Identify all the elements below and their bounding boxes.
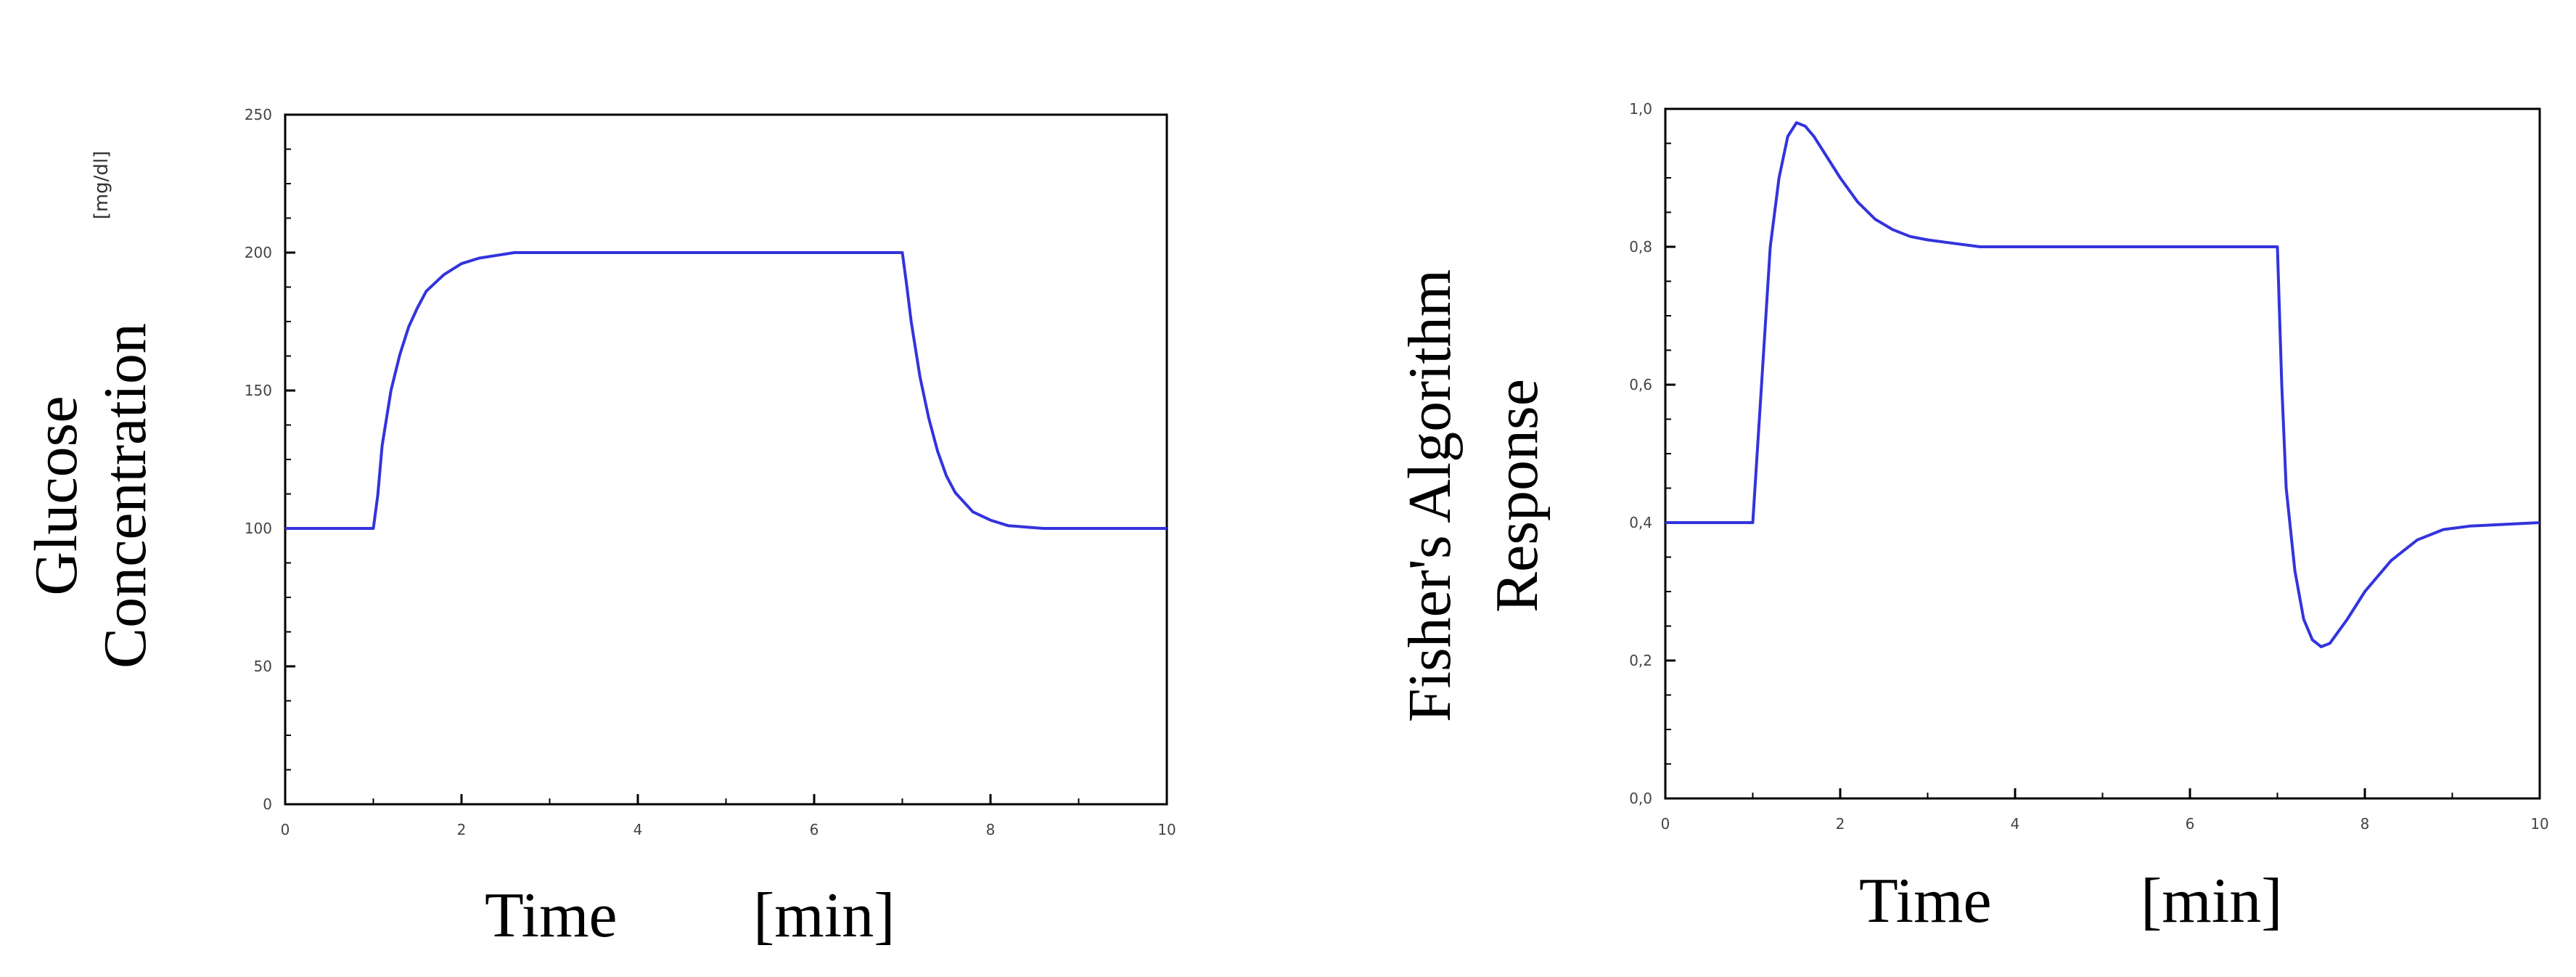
x-tick-label: 4 bbox=[633, 821, 643, 838]
y-axis-title-line1: Fisher's Algorithm bbox=[1396, 269, 1464, 722]
y-ticks: 0 50 100 150 200 250 bbox=[245, 106, 295, 813]
x-axis-title-time: Time bbox=[1859, 866, 1992, 936]
y-tick-label: 200 bbox=[245, 244, 272, 261]
y-tick-label: 0,4 bbox=[1629, 514, 1652, 531]
x-tick-label: 2 bbox=[457, 821, 467, 838]
y-tick-label: 0,2 bbox=[1629, 652, 1652, 669]
y-tick-label: 1,0 bbox=[1629, 100, 1652, 118]
plot-frame bbox=[1664, 107, 2541, 800]
x-tick-label: 8 bbox=[986, 821, 996, 838]
x-axis-title-unit: [min] bbox=[753, 880, 895, 951]
y-axis-title-line2: Concentration bbox=[91, 323, 159, 669]
x-ticks: 0 2 4 6 8 10 bbox=[1661, 788, 2549, 833]
x-tick-label: 6 bbox=[2186, 815, 2195, 833]
y-tick-label: 150 bbox=[245, 382, 272, 399]
unit-label: [mg/dl] bbox=[91, 151, 112, 220]
x-tick-label: 0 bbox=[1661, 815, 1670, 833]
y-tick-label: 0,8 bbox=[1629, 238, 1652, 256]
x-axis-title-time: Time bbox=[485, 880, 618, 951]
x-tick-label: 4 bbox=[2011, 815, 2020, 833]
x-tick-label: 6 bbox=[810, 821, 819, 838]
plot-frame bbox=[284, 113, 1168, 806]
x-tick-label: 10 bbox=[1157, 821, 1176, 838]
y-axis-title-line1: Glucose bbox=[22, 396, 90, 595]
glucose-series-line bbox=[285, 251, 1167, 530]
x-axis-title-unit: [min] bbox=[2141, 866, 2283, 936]
y-tick-label: 250 bbox=[245, 106, 272, 123]
y-axis-title-line2: Response bbox=[1483, 379, 1551, 613]
fisher-response-chart: 0,0 0,2 0,4 0,6 0,8 1,0 0 2 4 6 8 10 Fisher's Algo… bbox=[1396, 100, 2549, 936]
x-tick-label: 0 bbox=[281, 821, 290, 838]
x-tick-label: 10 bbox=[2530, 815, 2548, 833]
y-tick-label: 0,6 bbox=[1629, 376, 1652, 393]
y-ticks: 0,0 0,2 0,4 0,6 0,8 1,0 bbox=[1629, 100, 1675, 807]
y-tick-label: 100 bbox=[245, 520, 272, 537]
y-tick-label: 0 bbox=[263, 796, 272, 813]
y-tick-label: 0,0 bbox=[1629, 790, 1652, 807]
fisher-response-series-line bbox=[1665, 121, 2540, 648]
x-tick-label: 2 bbox=[1836, 815, 1845, 833]
x-ticks: 0 2 4 6 8 10 bbox=[281, 794, 1176, 838]
x-tick-label: 8 bbox=[2360, 815, 2370, 833]
y-tick-label: 50 bbox=[254, 658, 272, 675]
